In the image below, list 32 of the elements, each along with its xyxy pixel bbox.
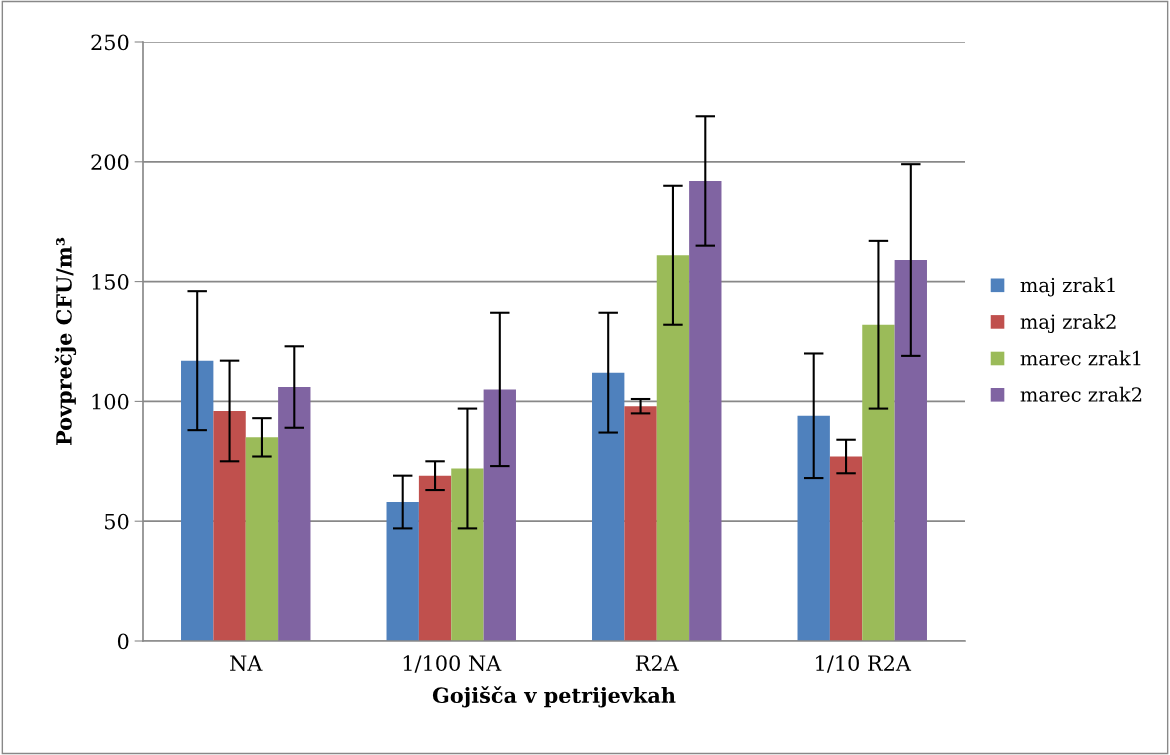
bar xyxy=(797,415,830,641)
bar xyxy=(418,475,452,641)
legend-label: marec zrak1 xyxy=(1020,350,1141,366)
legend-label: marec zrak2 xyxy=(1020,386,1142,402)
bar xyxy=(181,360,214,641)
bar xyxy=(483,389,516,641)
bar xyxy=(829,456,863,641)
x-tick-label: R2A xyxy=(635,655,679,671)
y-tick-label: 100 xyxy=(92,393,129,410)
bar xyxy=(451,468,484,641)
x-tick-label: 1/100 NA xyxy=(403,655,502,673)
bar xyxy=(245,437,279,641)
y-tick-label: 50 xyxy=(105,513,129,530)
bar xyxy=(656,255,690,641)
y-tick-label: 250 xyxy=(91,34,129,51)
y-tick-label: 0 xyxy=(117,633,129,650)
bar xyxy=(862,324,895,641)
bar xyxy=(592,372,625,641)
bar xyxy=(386,502,419,641)
y-tick-label: 200 xyxy=(91,154,129,171)
x-axis-title: Gojišča v petrijevkah xyxy=(432,686,676,708)
bar xyxy=(278,387,311,641)
x-tick-label: NA xyxy=(230,655,263,672)
bar xyxy=(213,410,246,641)
legend-label: maj zrak1 xyxy=(1020,277,1115,297)
y-tick-label: 150 xyxy=(92,274,129,290)
legend-label: maj zrak2 xyxy=(1020,313,1116,334)
bar xyxy=(624,406,657,641)
bar xyxy=(689,180,722,641)
bar xyxy=(894,260,927,641)
y-axis-title: Povprečje CFU/m³ xyxy=(54,237,77,446)
x-tick-label: 1/10 R2A xyxy=(816,655,912,673)
